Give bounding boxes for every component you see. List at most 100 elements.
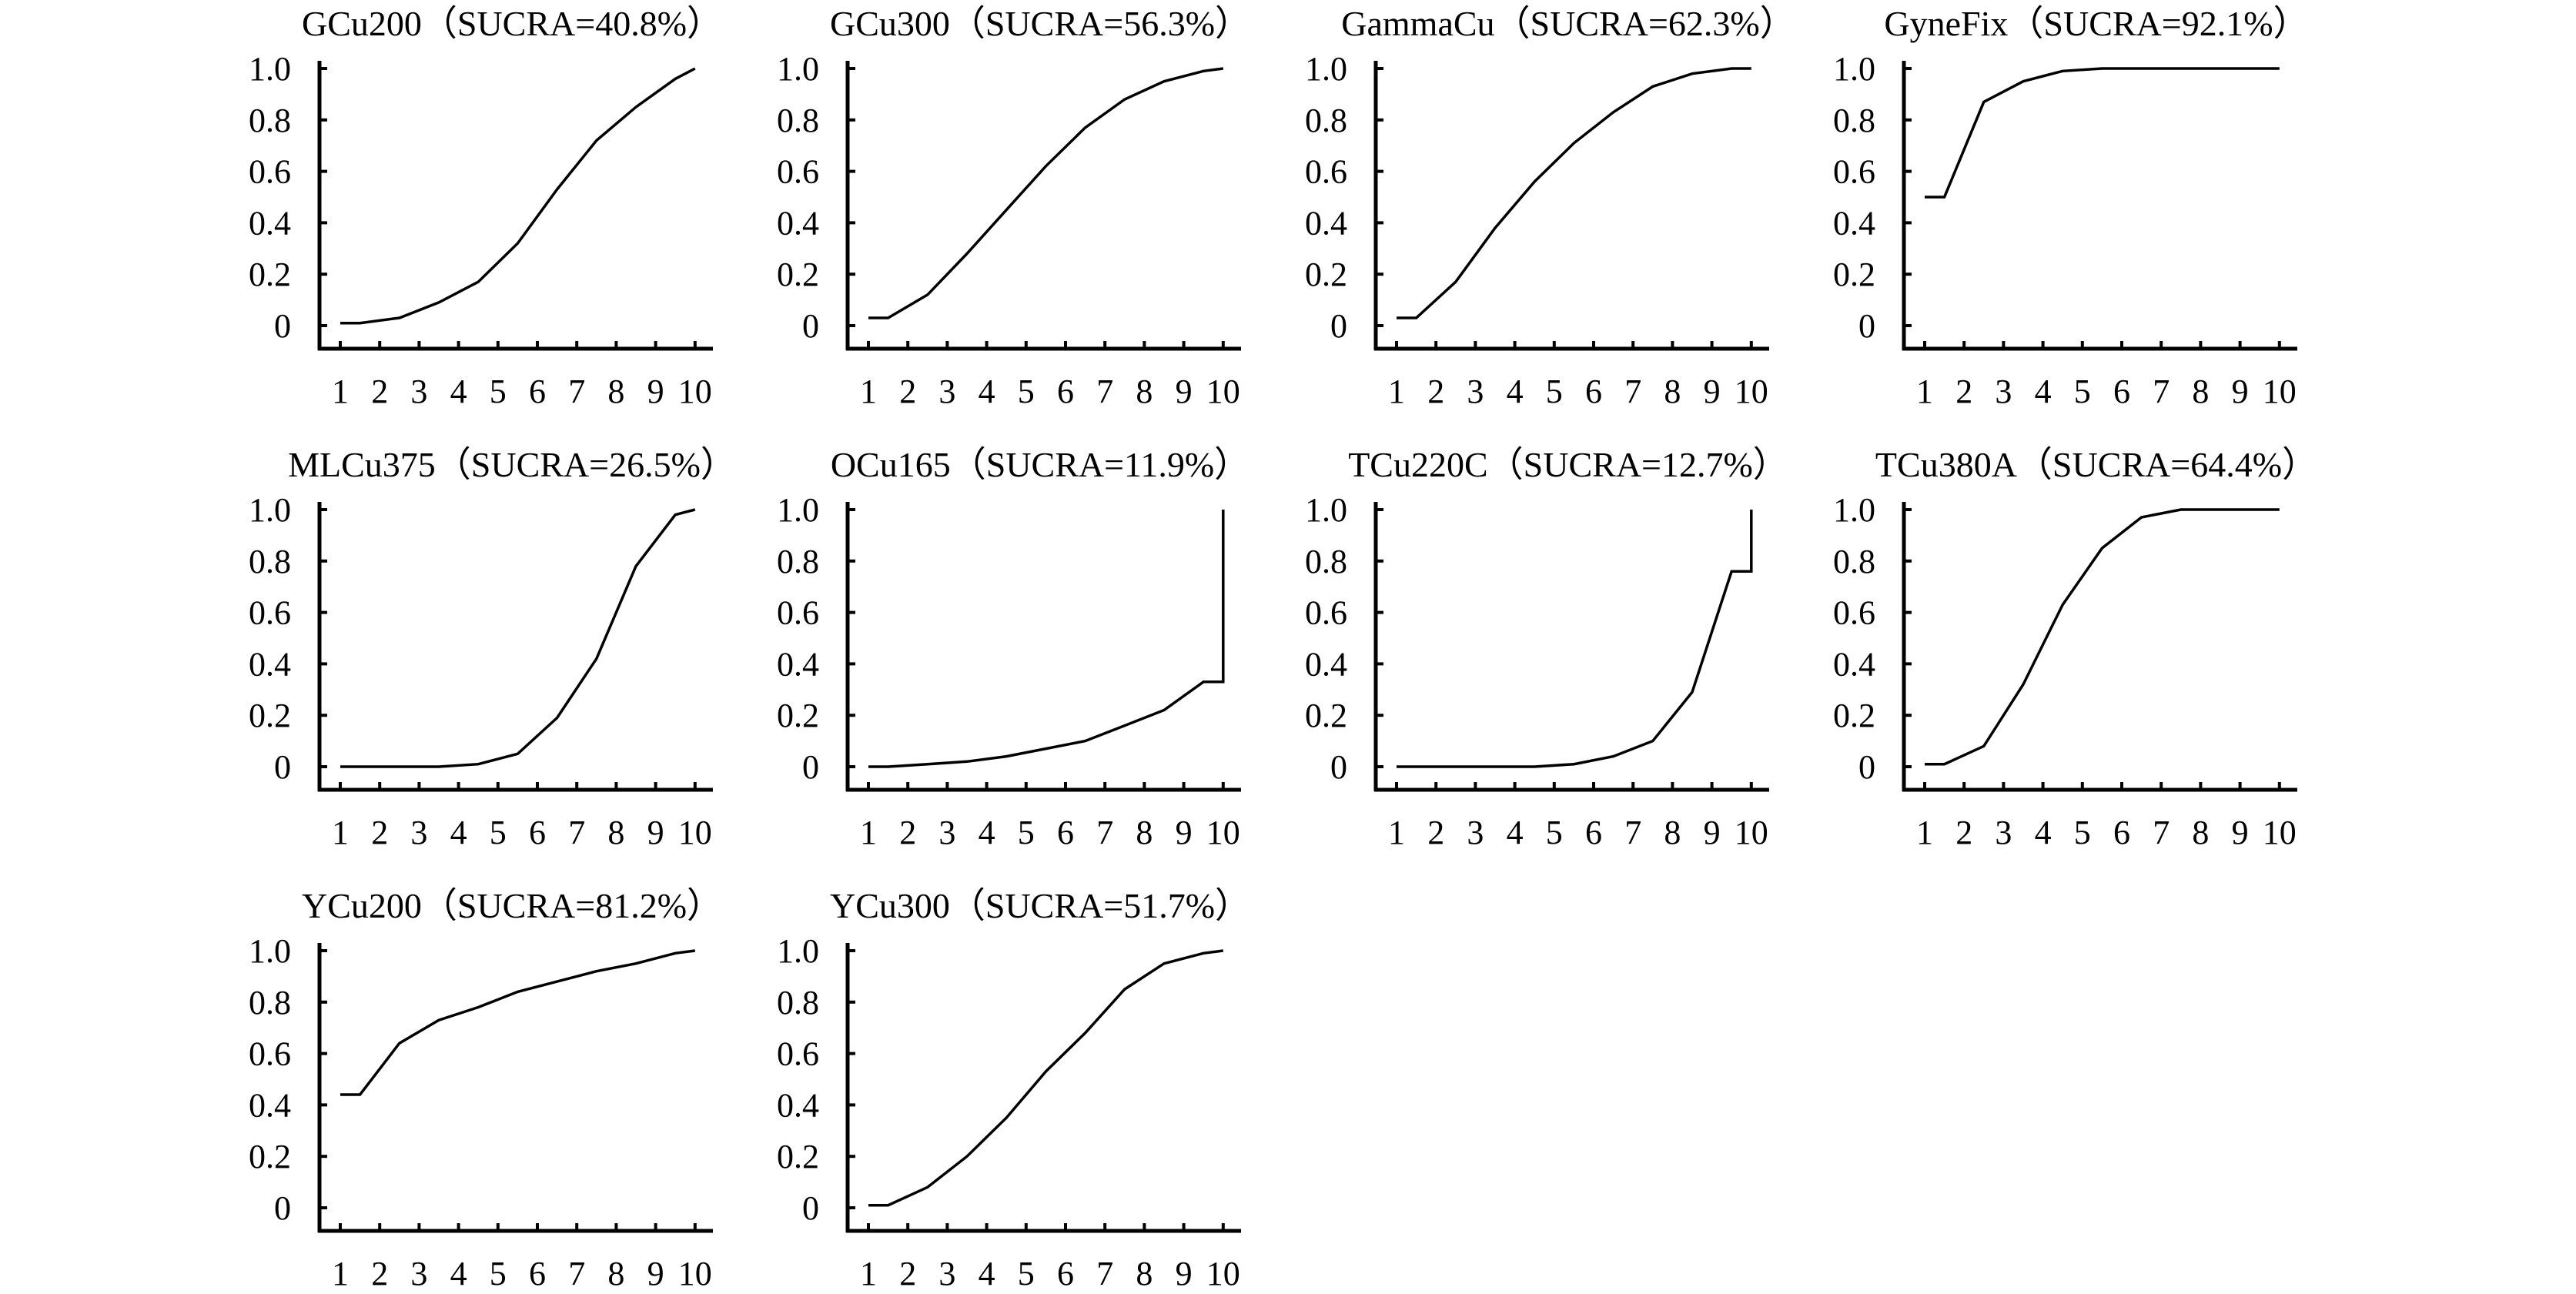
x-tick-label: 8 — [1136, 373, 1153, 410]
x-tick-label: 2 — [371, 1255, 388, 1292]
x-tick-label: 1 — [1916, 373, 1933, 410]
x-tick-label: 9 — [1704, 814, 1721, 851]
y-tick-label: 0 — [1330, 307, 1347, 345]
chart-panel: MLCu375（SUCRA=26.5%） 0 0.2 0.4 0.6 0.8 1.0 1 2 3 4… — [249, 445, 736, 851]
x-tick-label: 6 — [1585, 373, 1602, 410]
y-tick-label: 0.8 — [249, 102, 291, 139]
x-tick-label: 3 — [410, 814, 427, 851]
x-tick-label: 7 — [1096, 1255, 1113, 1292]
y-tick-label: 0.6 — [249, 153, 291, 191]
x-tick-label: 1 — [1916, 814, 1933, 851]
x-tick-label: 4 — [979, 1255, 995, 1292]
x-tick-label: 4 — [1507, 814, 1524, 851]
x-tick-label: 8 — [607, 814, 624, 851]
x-tick-label: 7 — [2153, 373, 2170, 410]
y-tick-label: 0.2 — [777, 256, 819, 293]
y-tick-label: 0.2 — [1833, 697, 1875, 734]
x-tick-label: 8 — [1664, 814, 1681, 851]
cumulative-rank-line — [868, 510, 1225, 768]
y-tick-label: 0.6 — [777, 1035, 819, 1073]
y-tick-label: 1.0 — [249, 932, 291, 970]
x-tick-label: 10 — [1735, 373, 1768, 410]
x-tick-label: 5 — [490, 373, 507, 410]
panel-title: YCu300（SUCRA=51.7%） — [830, 886, 1250, 925]
x-tick-label: 9 — [2232, 814, 2249, 851]
x-tick-label: 2 — [899, 373, 916, 410]
x-tick-label: 2 — [371, 373, 388, 410]
x-tick-label: 7 — [568, 1255, 585, 1292]
x-tick-label: 5 — [1546, 373, 1563, 410]
x-tick-label: 6 — [529, 814, 546, 851]
x-tick-label: 9 — [1176, 814, 1193, 851]
x-tick-label: 10 — [1206, 1255, 1240, 1292]
y-tick-label: 0.4 — [777, 1086, 819, 1124]
y-tick-label: 1.0 — [777, 491, 819, 529]
y-tick-label: 0.4 — [1833, 204, 1875, 242]
y-tick-label: 0.8 — [1305, 102, 1347, 139]
y-tick-label: 0.8 — [249, 543, 291, 580]
x-tick-label: 10 — [678, 1255, 712, 1292]
y-tick-label: 0 — [1858, 307, 1875, 345]
cumulative-rank-line — [340, 949, 696, 1096]
x-tick-label: 6 — [529, 1255, 546, 1292]
panel-title: GCu200（SUCRA=40.8%） — [302, 4, 722, 43]
y-tick-label: 0.4 — [249, 1086, 291, 1124]
y-tick-label: 0.6 — [1833, 594, 1875, 632]
y-tick-label: 0.8 — [1833, 543, 1875, 580]
x-tick-label: 7 — [1096, 814, 1113, 851]
cumulative-rank-line — [1925, 508, 2280, 766]
y-tick-label: 1.0 — [1305, 50, 1347, 88]
x-tick-label: 10 — [1206, 373, 1240, 410]
x-tick-label: 2 — [1955, 373, 1972, 410]
y-tick-label: 0 — [802, 748, 819, 786]
x-tick-label: 5 — [2074, 373, 2091, 410]
y-tick-label: 0.8 — [249, 984, 291, 1021]
x-tick-label: 9 — [2232, 373, 2249, 410]
y-tick-label: 0 — [274, 307, 291, 345]
x-tick-label: 2 — [1955, 814, 1972, 851]
chart-panel: TCu380A（SUCRA=64.4%） 0 0.2 0.4 0.6 0.8 1.0 1 2 3 4… — [1833, 445, 2317, 851]
y-tick-label: 0.2 — [1833, 256, 1875, 293]
y-tick-label: 0.6 — [777, 153, 819, 191]
y-tick-label: 1.0 — [1833, 491, 1875, 529]
chart-panel: YCu300（SUCRA=51.7%） 0 0.2 0.4 0.6 0.8 1.0 1 2 3 4 5… — [777, 886, 1250, 1292]
x-tick-label: 9 — [1176, 373, 1193, 410]
x-tick-label: 3 — [938, 814, 955, 851]
y-tick-label: 0.4 — [777, 204, 819, 242]
x-tick-label: 9 — [1176, 1255, 1193, 1292]
x-tick-label: 3 — [1995, 373, 2012, 410]
x-tick-label: 5 — [1018, 814, 1035, 851]
x-tick-label: 1 — [860, 814, 877, 851]
chart-panel: GCu300（SUCRA=56.3%） 0 0.2 0.4 0.6 0.8 1.0 1 2 3 4 5… — [777, 4, 1250, 410]
x-tick-label: 3 — [938, 1255, 955, 1292]
y-tick-label: 0.8 — [777, 102, 819, 139]
y-tick-label: 0.8 — [777, 543, 819, 580]
x-tick-label: 2 — [899, 1255, 916, 1292]
x-tick-label: 5 — [1018, 373, 1035, 410]
chart-panel: YCu200（SUCRA=81.2%） 0 0.2 0.4 0.6 0.8 1.0 1 2 3 4 5… — [249, 886, 722, 1292]
chart-panel: TCu220C（SUCRA=12.7%） 0 0.2 0.4 0.6 0.8 1.0 1 2 3 4… — [1305, 445, 1788, 851]
x-tick-label: 8 — [2192, 373, 2209, 410]
x-tick-label: 2 — [1427, 814, 1444, 851]
panel-title: MLCu375（SUCRA=26.5%） — [288, 445, 736, 484]
x-tick-label: 6 — [529, 373, 546, 410]
x-tick-label: 3 — [410, 1255, 427, 1292]
x-tick-label: 1 — [860, 1255, 877, 1292]
x-tick-label: 1 — [860, 373, 877, 410]
x-tick-label: 2 — [899, 814, 916, 851]
chart-panel: GammaCu（SUCRA=62.3%） 0 0.2 0.4 0.6 0.8 1.0 1 2 3 4… — [1305, 4, 1795, 410]
y-tick-label: 1.0 — [777, 50, 819, 88]
x-tick-label: 4 — [2035, 814, 2052, 851]
y-tick-label: 0 — [802, 1189, 819, 1227]
x-tick-label: 6 — [1057, 1255, 1074, 1292]
x-tick-label: 6 — [1585, 814, 1602, 851]
x-tick-label: 10 — [678, 814, 712, 851]
y-tick-label: 0.2 — [777, 1138, 819, 1175]
x-tick-label: 8 — [1136, 1255, 1153, 1292]
x-tick-label: 8 — [1664, 373, 1681, 410]
panel-title: GammaCu（SUCRA=62.3%） — [1341, 4, 1795, 43]
y-tick-label: 0.6 — [777, 594, 819, 632]
x-tick-label: 1 — [332, 373, 349, 410]
x-tick-label: 9 — [1704, 373, 1721, 410]
